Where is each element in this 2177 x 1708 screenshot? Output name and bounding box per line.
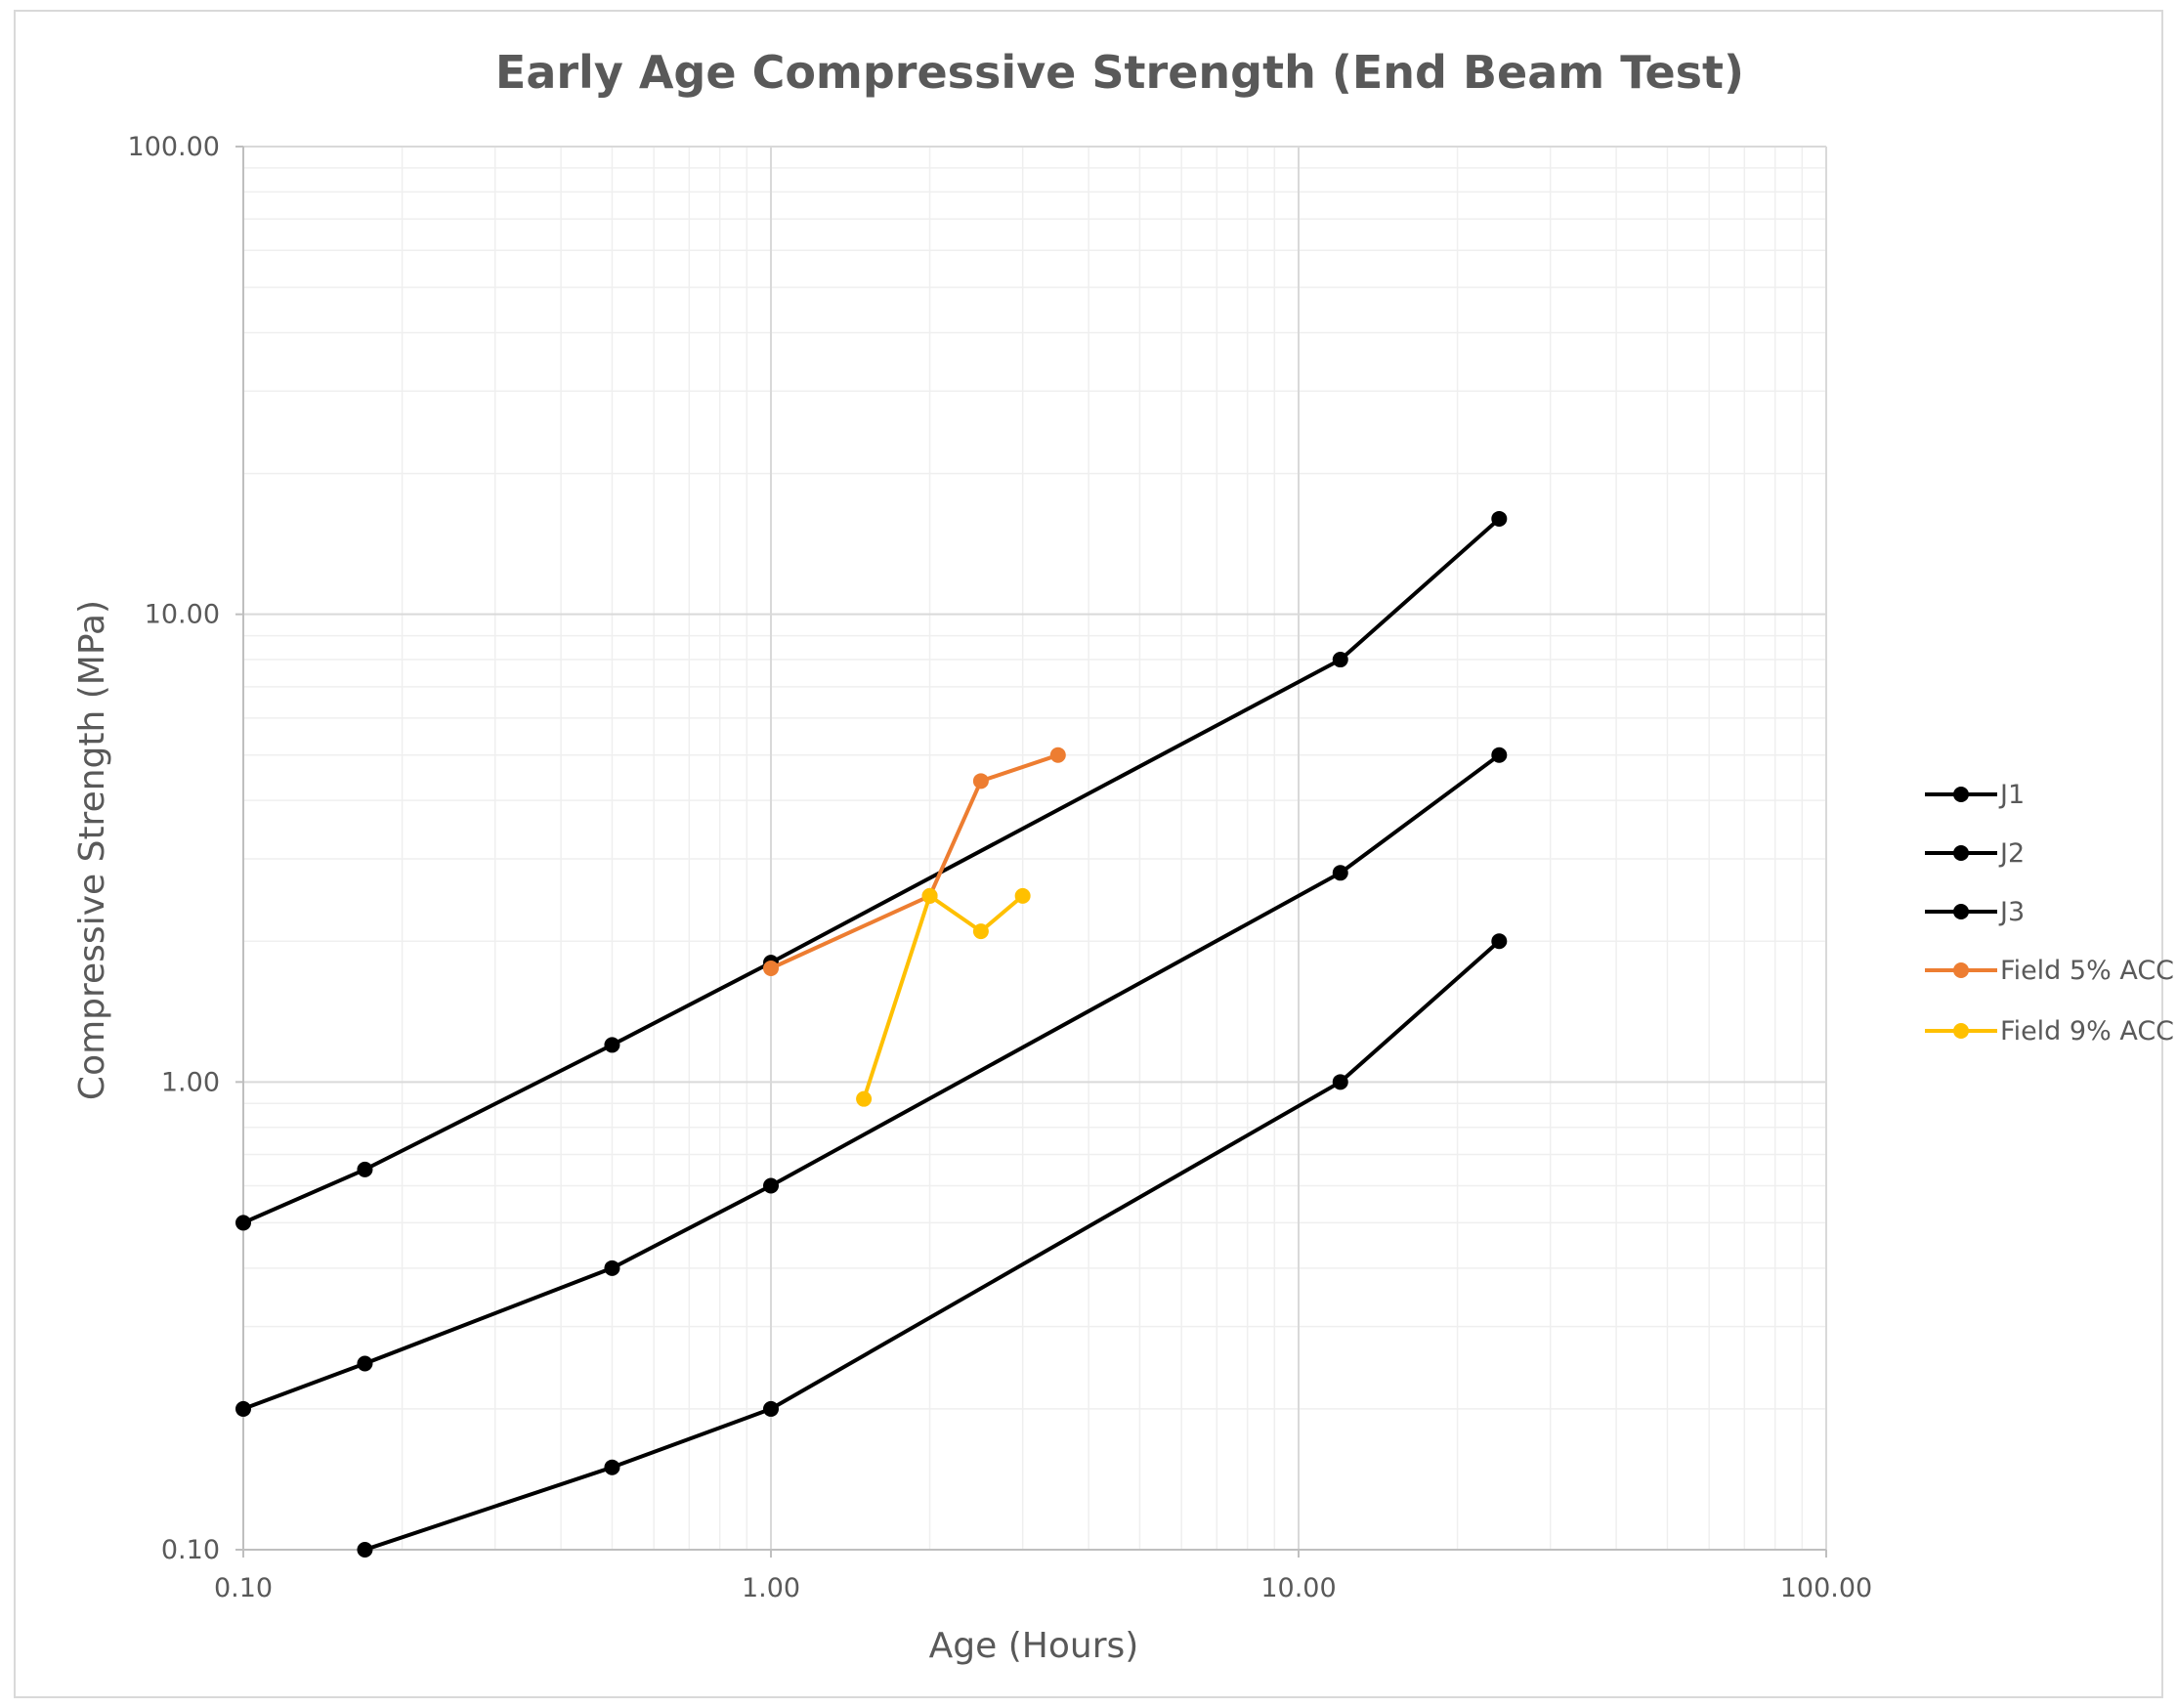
data-point bbox=[1491, 747, 1508, 763]
x-tick-label: 1.00 bbox=[742, 1573, 800, 1603]
legend-item: J1 bbox=[1925, 780, 2025, 810]
tick-labels: 0.10 1.00 10.00 100.00 0.10 1.00 10.00 100.00 bbox=[128, 132, 1873, 1603]
data-point bbox=[1014, 887, 1031, 904]
series-field-5-acc bbox=[763, 747, 1066, 976]
data-point bbox=[1491, 510, 1508, 527]
legend-label: Field 5% ACC bbox=[2000, 956, 2174, 986]
y-tick-label: 100.00 bbox=[128, 132, 220, 162]
data-point bbox=[1491, 933, 1508, 950]
data-point bbox=[921, 887, 938, 904]
legend-label: Field 9% ACC bbox=[2000, 1016, 2174, 1046]
legend-item: J2 bbox=[1925, 838, 2025, 869]
data-point bbox=[1049, 747, 1066, 763]
series-layer bbox=[235, 510, 1508, 1558]
legend: J1 J2 J3 Field 5% ACC Field 9% ACC bbox=[1925, 780, 2174, 1046]
y-axis-title: Compressive Strength (MPa) bbox=[72, 600, 112, 1100]
y-tick-label: 10.00 bbox=[145, 600, 220, 630]
data-point bbox=[235, 1215, 251, 1231]
y-tick-label: 0.10 bbox=[161, 1535, 220, 1565]
data-point bbox=[763, 960, 779, 976]
legend-swatch-marker bbox=[1953, 1023, 1969, 1039]
x-tick-label: 100.00 bbox=[1780, 1573, 1872, 1603]
series-line bbox=[770, 752, 1059, 970]
legend-item: Field 5% ACC bbox=[1925, 956, 2174, 986]
series-j3 bbox=[357, 933, 1508, 1558]
x-axis-title: Age (Hours) bbox=[929, 1626, 1139, 1666]
series-field-9-acc bbox=[856, 887, 1031, 1107]
series-line bbox=[242, 517, 1501, 1225]
data-point bbox=[1332, 865, 1348, 881]
legend-label: J3 bbox=[1998, 897, 2025, 927]
legend-item: J3 bbox=[1925, 897, 2025, 927]
data-point bbox=[972, 773, 989, 790]
x-tick-label: 0.10 bbox=[214, 1573, 273, 1603]
legend-swatch-marker bbox=[1953, 962, 1969, 978]
legend-item: Field 9% ACC bbox=[1925, 1016, 2174, 1046]
axes bbox=[235, 146, 1827, 1558]
data-point bbox=[357, 1161, 373, 1177]
data-point bbox=[235, 1400, 251, 1417]
data-point bbox=[604, 1459, 620, 1475]
series-line bbox=[242, 753, 1501, 1411]
series-j1 bbox=[235, 510, 1508, 1231]
series-line bbox=[363, 939, 1501, 1552]
legend-label: J1 bbox=[1998, 780, 2025, 810]
series-j2 bbox=[235, 747, 1508, 1417]
series-line bbox=[862, 893, 1024, 1100]
data-point bbox=[604, 1037, 620, 1053]
data-point bbox=[1332, 1074, 1348, 1090]
data-point bbox=[763, 1177, 779, 1194]
y-tick-label: 1.00 bbox=[161, 1067, 220, 1097]
data-point bbox=[856, 1090, 873, 1107]
legend-swatch-marker bbox=[1953, 845, 1969, 861]
chart-title: Early Age Compressive Strength (End Beam… bbox=[495, 46, 1744, 99]
x-tick-label: 10.00 bbox=[1260, 1573, 1336, 1603]
data-point bbox=[357, 1355, 373, 1372]
legend-swatch-marker bbox=[1953, 787, 1969, 802]
data-point bbox=[763, 1400, 779, 1417]
data-point bbox=[357, 1542, 373, 1558]
data-point bbox=[972, 923, 989, 940]
gridlines bbox=[242, 146, 1827, 1551]
legend-swatch-marker bbox=[1953, 904, 1969, 919]
data-point bbox=[1332, 652, 1348, 668]
legend-label: J2 bbox=[1998, 838, 2025, 869]
data-point bbox=[604, 1260, 620, 1276]
